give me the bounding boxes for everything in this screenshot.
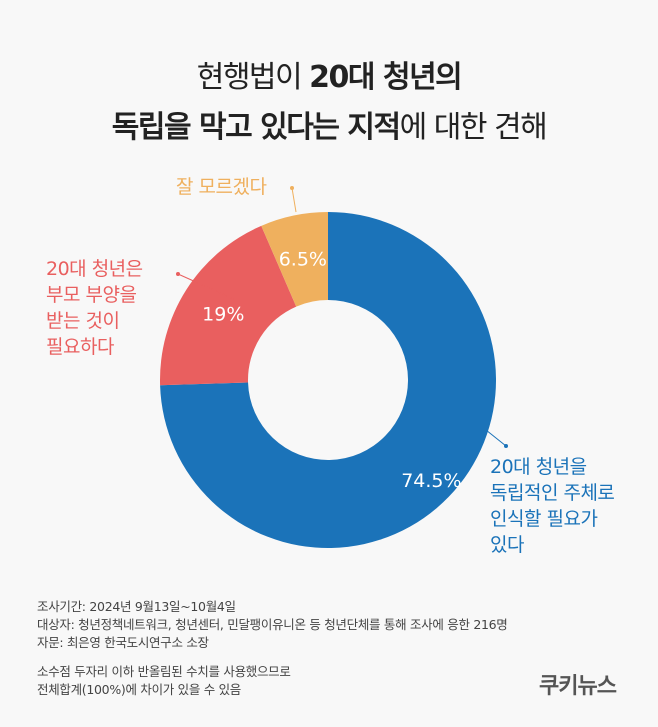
survey-info: 조사기간: 2024년 9월13일~10월4일 대상자: 청년정책네트워크, 청… (37, 598, 508, 652)
label-line: 부모 부양을 (46, 284, 137, 306)
title-bold: 20대 청년의 (309, 60, 463, 95)
leader-dot (504, 444, 508, 448)
survey-target: 대상자: 청년정책네트워크, 청년센터, 민달팽이유니온 등 청년단체를 통해 … (37, 617, 508, 632)
title-normal: 에 대한 견해 (399, 110, 548, 145)
note-line: 전체합계(100%)에 차이가 있을 수 있음 (37, 682, 241, 697)
leader-dot (290, 186, 294, 190)
slice-value-label: 6.5% (279, 249, 327, 271)
slice-value-label: 19% (202, 304, 244, 326)
leader-line (177, 273, 237, 301)
label-line: 20대 청년은 (46, 258, 143, 280)
label-line: 잘 모르겠다 (176, 176, 267, 198)
title-line-2: 독립을 막고 있다는 지적에 대한 견해 (0, 102, 658, 146)
label-line: 있다 (490, 534, 524, 556)
rounding-note: 소수점 두자리 이하 반올림된 수치를 사용했으므로 전체합계(100%)에 차… (37, 663, 291, 699)
survey-period: 조사기간: 2024년 9월13일~10월4일 (37, 599, 236, 614)
leader-line (485, 429, 507, 447)
label-dont-know: 잘 모르겠다 (176, 174, 267, 200)
donut-slice (160, 225, 297, 386)
label-line: 인식할 필요가 (490, 508, 598, 530)
logo: 쿠키뉴스 (539, 674, 617, 699)
title-normal: 현행법이 (196, 60, 310, 95)
leader-line (291, 187, 297, 213)
label-parent-support: 20대 청년은 부모 부양을 받는 것이 필요하다 (46, 256, 143, 360)
slice-value-label: 74.5% (401, 470, 461, 492)
leader-dot (176, 272, 180, 276)
donut-slice (160, 212, 497, 548)
label-independent: 20대 청년을 독립적인 주체로 인식할 필요가 있다 (490, 454, 615, 558)
survey-advisor: 자문: 최은영 한국도시연구소 소장 (37, 635, 209, 650)
donut-slice (261, 212, 328, 307)
label-line: 독립적인 주체로 (490, 482, 615, 504)
note-line: 소수점 두자리 이하 반올림된 수치를 사용했으므로 (37, 664, 291, 679)
label-line: 필요하다 (46, 336, 114, 358)
title-line-1: 현행법이 20대 청년의 (0, 52, 658, 96)
label-line: 20대 청년을 (490, 456, 587, 478)
title-bold: 독립을 막고 있다는 지적 (111, 110, 401, 145)
label-line: 받는 것이 (46, 310, 120, 332)
